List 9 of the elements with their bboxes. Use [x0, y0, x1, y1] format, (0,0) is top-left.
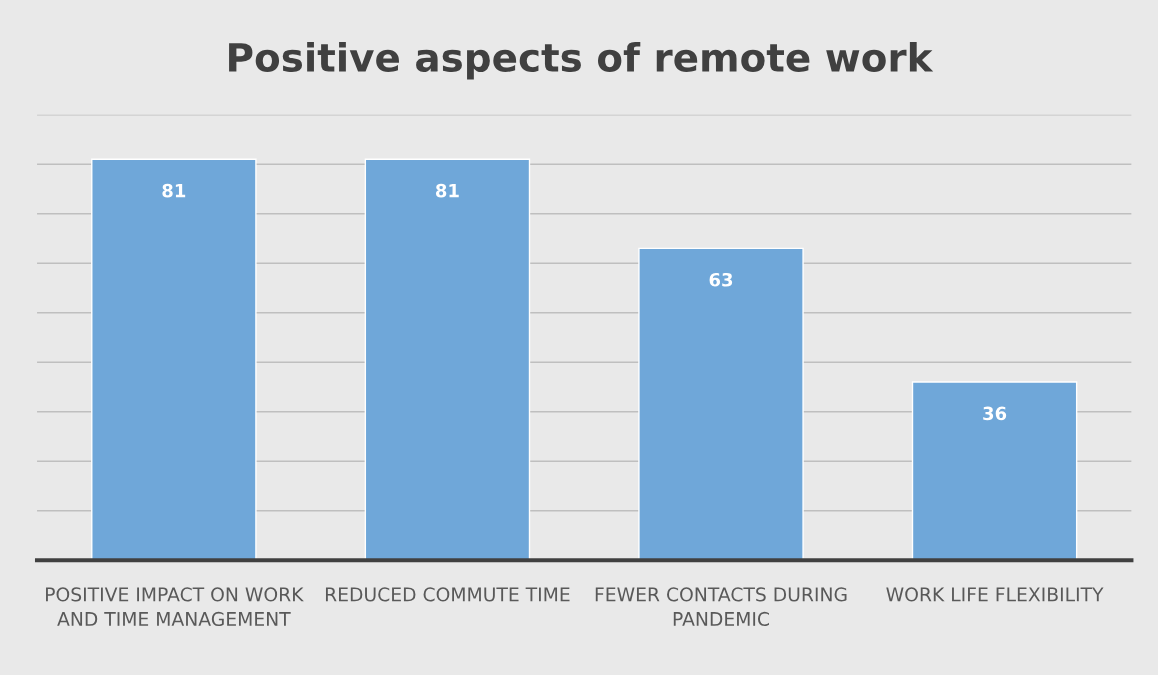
data-label: 36	[983, 406, 1007, 421]
data-label: 81	[435, 183, 459, 198]
data-label: 81	[162, 183, 186, 198]
data-label: 63	[709, 272, 733, 287]
x-tick-label: REDUCED COMMUTE TIME	[325, 587, 570, 602]
x-tick-label: FEWER CONTACTS DURING PANDEMIC	[595, 587, 847, 627]
chart-title: Positive aspects of remote work	[229, 41, 934, 80]
x-tick-label: POSITIVE IMPACT ON WORK AND TIME MANAGEMENT	[46, 587, 304, 627]
x-tick-label: WORK LIFE FLEXIBILITY	[886, 587, 1104, 602]
